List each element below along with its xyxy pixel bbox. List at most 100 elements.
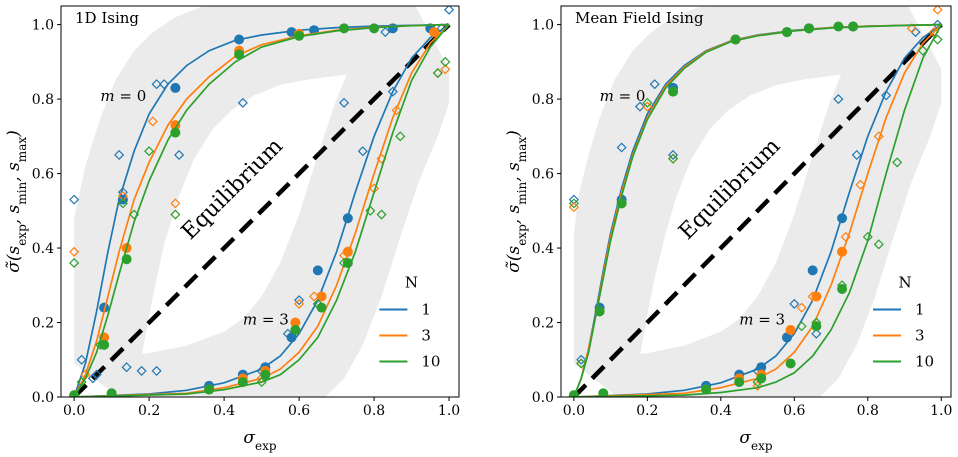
y-tick-label: 1.0 bbox=[32, 18, 54, 34]
legend-entry: 10 bbox=[915, 353, 934, 371]
diamond-point bbox=[144, 146, 155, 157]
series-3-curve-m3 bbox=[74, 23, 450, 397]
legend-entry: 3 bbox=[421, 327, 431, 345]
diamond-point bbox=[151, 79, 162, 90]
data-point bbox=[316, 302, 327, 313]
data-point bbox=[316, 291, 327, 302]
data-point bbox=[342, 246, 353, 257]
diamond-point bbox=[117, 198, 128, 209]
data-point bbox=[598, 388, 609, 397]
data-point bbox=[170, 127, 181, 138]
data-point bbox=[69, 390, 80, 397]
data-point bbox=[785, 324, 796, 335]
x-tick-label: 0.0 bbox=[563, 403, 585, 419]
diamond-point bbox=[380, 27, 391, 38]
legend-title: N bbox=[898, 274, 911, 292]
data-point bbox=[734, 377, 745, 388]
diamond-point bbox=[576, 358, 587, 369]
x-tick-label: 0.2 bbox=[138, 403, 160, 419]
uncertainty-band-m3 bbox=[74, 6, 450, 397]
y-tick-label: 0.6 bbox=[532, 167, 554, 183]
diamond-point bbox=[881, 90, 892, 101]
data-point bbox=[342, 213, 353, 224]
diamond-point bbox=[147, 116, 158, 127]
data-point bbox=[369, 23, 380, 34]
diamond-point bbox=[91, 369, 102, 380]
data-point bbox=[785, 358, 796, 369]
equilibrium-line bbox=[72, 23, 451, 397]
diamond-point bbox=[174, 149, 185, 161]
diamond-point bbox=[906, 23, 917, 34]
diamond-point bbox=[69, 246, 80, 257]
y-axis-title: σ̃(sexp, smin, smax) bbox=[4, 130, 29, 273]
data-point bbox=[781, 27, 792, 38]
data-point bbox=[294, 30, 305, 41]
diamond-point bbox=[932, 6, 943, 15]
data-point bbox=[594, 306, 605, 317]
diamond-point bbox=[294, 295, 305, 306]
x-tick-label: 0.4 bbox=[710, 403, 732, 419]
data-point bbox=[668, 86, 679, 97]
data-point bbox=[803, 23, 814, 34]
data-point bbox=[290, 317, 301, 328]
diamond-point bbox=[76, 377, 87, 388]
legend-entry: 3 bbox=[915, 327, 925, 345]
diamond-point bbox=[789, 298, 800, 309]
diamond-point bbox=[668, 153, 679, 164]
data-point bbox=[170, 82, 181, 93]
x-axis-title: σexp bbox=[739, 428, 772, 453]
y-tick-label: 0.8 bbox=[32, 92, 54, 108]
y-tick-label: 0.4 bbox=[532, 241, 554, 257]
data-point bbox=[833, 21, 844, 32]
data-point bbox=[701, 384, 712, 395]
data-point bbox=[568, 390, 579, 397]
uncertainty-band-m0 bbox=[74, 6, 450, 397]
data-point bbox=[848, 21, 859, 32]
diamond-point bbox=[616, 142, 627, 153]
panel-title: 1D Ising bbox=[75, 9, 139, 27]
diamond-point bbox=[151, 365, 162, 376]
data-point bbox=[811, 321, 822, 332]
data-point bbox=[387, 23, 398, 34]
diamond-point bbox=[811, 328, 822, 339]
legend-entry: 1 bbox=[915, 301, 925, 319]
y-tick-label: 0.0 bbox=[532, 390, 554, 406]
diamond-point bbox=[917, 45, 928, 56]
axes-frame bbox=[560, 5, 952, 398]
chart-panel-2: 0.0 0.2 0.4 0.6 0.8 1.0 0.0 0.2 0.4 0.6 0.8 1.0 σexp… bbox=[504, 5, 952, 453]
y-tick-label: 0.0 bbox=[32, 390, 54, 406]
y-tick-label: 1.0 bbox=[532, 18, 554, 34]
diamond-point bbox=[170, 198, 181, 209]
diamond-point bbox=[833, 94, 844, 105]
data-point bbox=[429, 27, 440, 38]
series-10-curve-m3 bbox=[74, 24, 450, 397]
x-tick-label: 1.0 bbox=[438, 403, 460, 419]
diamond-point bbox=[668, 149, 679, 161]
diamond-point bbox=[855, 179, 866, 190]
data-point bbox=[99, 302, 110, 313]
uncertainty-band-m3 bbox=[573, 6, 942, 397]
uncertainty-band-m0 bbox=[573, 6, 942, 397]
diamond-point bbox=[576, 354, 587, 365]
y-tick-label: 0.4 bbox=[32, 241, 54, 257]
data-point bbox=[99, 339, 110, 350]
data-point bbox=[312, 265, 323, 276]
series-10-curve-m0 bbox=[573, 23, 942, 397]
diamond-point bbox=[391, 105, 402, 116]
data-point bbox=[260, 369, 271, 380]
chart-panel-1: 0.0 0.2 0.4 0.6 0.8 1.0 0.0 0.2 0.4 0.6 0.8 1.0 σexp… bbox=[4, 5, 460, 453]
diamond-point bbox=[568, 198, 579, 209]
x-tick-label: 0.8 bbox=[363, 403, 385, 419]
series-1-curve-m0 bbox=[73, 23, 450, 397]
diamond-point bbox=[294, 298, 305, 309]
data-point bbox=[234, 34, 245, 45]
equilibrium-line bbox=[572, 23, 943, 397]
diamond-point bbox=[357, 146, 368, 157]
legend-entry: 10 bbox=[421, 353, 440, 371]
data-point bbox=[781, 332, 792, 343]
diamond-point bbox=[932, 34, 943, 45]
diamond-point bbox=[129, 209, 140, 220]
diamond-point bbox=[432, 67, 443, 79]
data-point bbox=[286, 332, 297, 343]
data-point bbox=[837, 213, 848, 224]
